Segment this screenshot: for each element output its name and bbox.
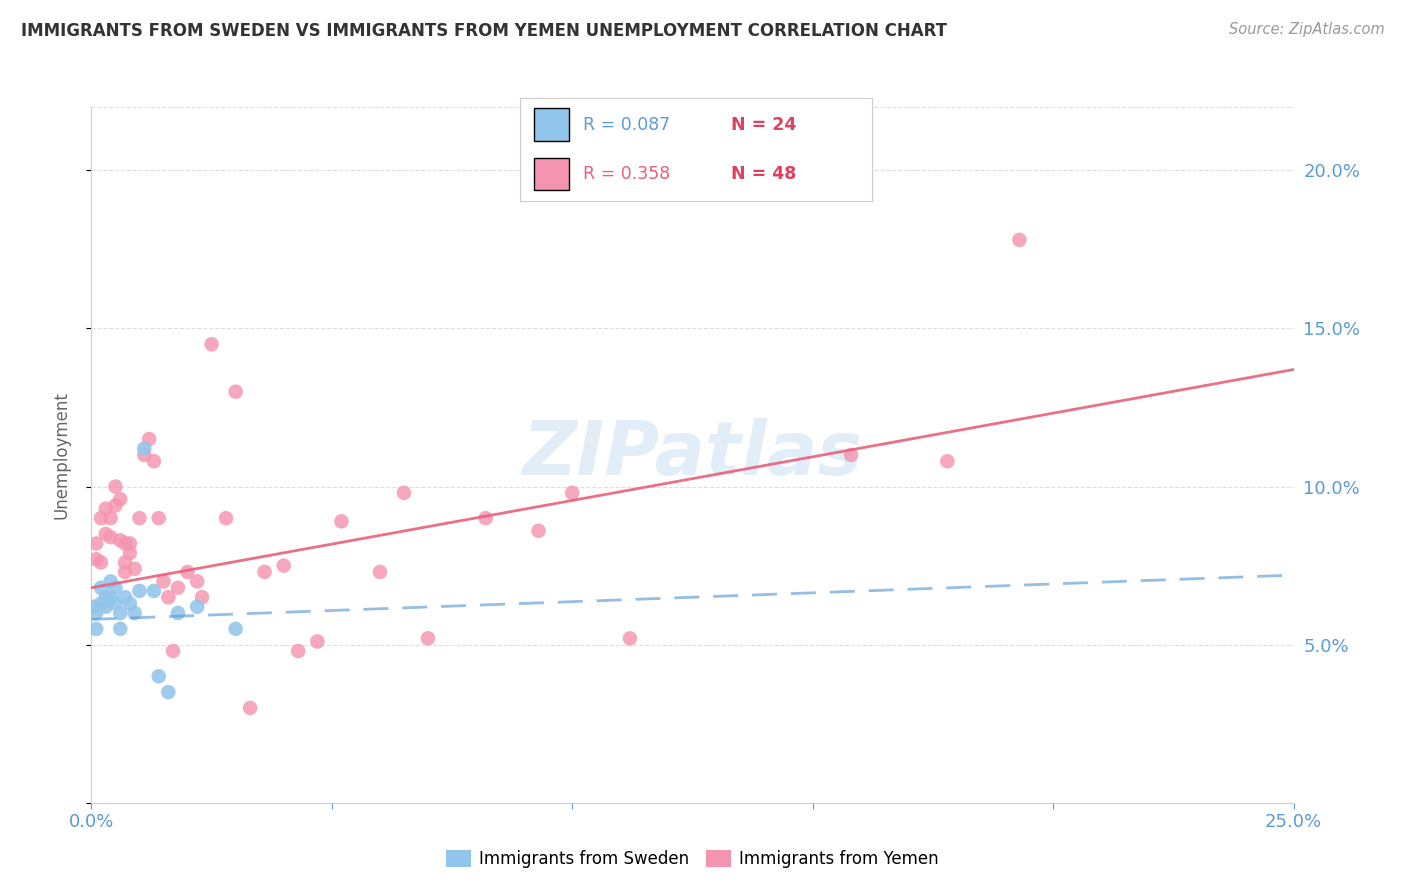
Point: [239, 701, 262, 715]
Point: [201, 337, 224, 351]
Point: [474, 511, 496, 525]
Point: [138, 432, 160, 446]
Point: [191, 591, 214, 605]
Point: [936, 454, 959, 468]
FancyBboxPatch shape: [534, 158, 569, 190]
Point: [142, 454, 165, 468]
Point: [152, 574, 174, 589]
Point: [128, 583, 150, 598]
Point: [134, 448, 156, 462]
Point: [186, 599, 208, 614]
Point: [84, 622, 107, 636]
Point: [307, 634, 329, 648]
Point: [1008, 233, 1031, 247]
Point: [134, 442, 156, 456]
Point: [104, 597, 127, 611]
Point: [94, 501, 117, 516]
Point: [84, 536, 107, 550]
Point: [114, 536, 136, 550]
Point: [162, 644, 184, 658]
Point: [90, 511, 112, 525]
Point: [527, 524, 550, 538]
Point: [176, 565, 198, 579]
Text: R = 0.358: R = 0.358: [583, 165, 671, 183]
Point: [114, 556, 136, 570]
Text: N = 24: N = 24: [731, 116, 796, 134]
Point: [110, 606, 132, 620]
Text: ZIPatlas: ZIPatlas: [523, 418, 862, 491]
Point: [100, 591, 122, 605]
Point: [392, 486, 415, 500]
Text: R = 0.087: R = 0.087: [583, 116, 671, 134]
Point: [104, 581, 127, 595]
Text: Source: ZipAtlas.com: Source: ZipAtlas.com: [1229, 22, 1385, 37]
Point: [215, 511, 238, 525]
Point: [114, 565, 136, 579]
Point: [167, 581, 190, 595]
Point: [110, 622, 132, 636]
Point: [90, 581, 112, 595]
Point: [104, 499, 127, 513]
Point: [114, 591, 136, 605]
Point: [100, 574, 122, 589]
Point: [90, 597, 112, 611]
Point: [124, 562, 146, 576]
Point: [118, 536, 141, 550]
Point: [94, 527, 117, 541]
Text: N = 48: N = 48: [731, 165, 796, 183]
Point: [167, 606, 190, 620]
Point: [273, 558, 295, 573]
Point: [94, 591, 117, 605]
Point: [100, 511, 122, 525]
Point: [118, 546, 141, 560]
Point: [839, 448, 862, 462]
Point: [83, 599, 105, 614]
Point: [225, 384, 247, 399]
Point: [94, 599, 117, 614]
Point: [157, 685, 180, 699]
Point: [142, 583, 165, 598]
Text: IMMIGRANTS FROM SWEDEN VS IMMIGRANTS FROM YEMEN UNEMPLOYMENT CORRELATION CHART: IMMIGRANTS FROM SWEDEN VS IMMIGRANTS FRO…: [21, 22, 948, 40]
Point: [110, 533, 132, 548]
Point: [100, 530, 122, 544]
Point: [84, 552, 107, 566]
Point: [330, 514, 353, 528]
Point: [561, 486, 583, 500]
Point: [253, 565, 276, 579]
Point: [368, 565, 391, 579]
Point: [90, 556, 112, 570]
Point: [104, 479, 127, 493]
Point: [110, 492, 132, 507]
Point: [225, 622, 247, 636]
Point: [128, 511, 150, 525]
Point: [287, 644, 309, 658]
Legend: Immigrants from Sweden, Immigrants from Yemen: Immigrants from Sweden, Immigrants from …: [439, 843, 946, 874]
Point: [118, 597, 141, 611]
Point: [619, 632, 641, 646]
Point: [84, 606, 107, 620]
Point: [186, 574, 208, 589]
Point: [148, 669, 170, 683]
Y-axis label: Unemployment: Unemployment: [52, 391, 70, 519]
Point: [124, 606, 146, 620]
Point: [157, 591, 180, 605]
FancyBboxPatch shape: [534, 109, 569, 141]
Point: [148, 511, 170, 525]
Point: [416, 632, 439, 646]
